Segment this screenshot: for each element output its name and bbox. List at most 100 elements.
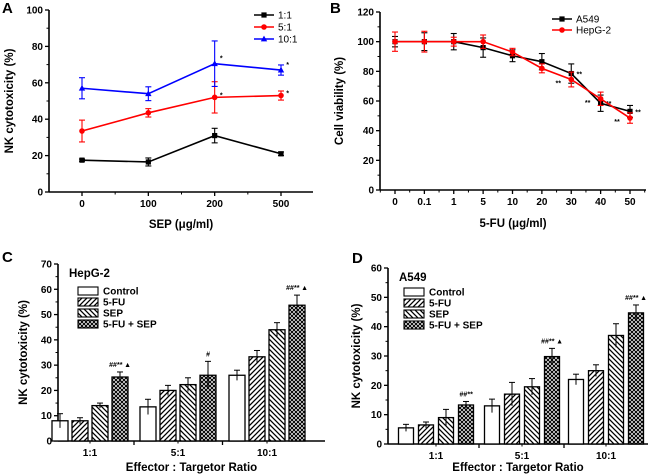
- x-tick-label: 500: [273, 199, 290, 210]
- y-axis-title: NK cytotoxicity (%): [351, 303, 363, 408]
- legend: 1:15:110:1: [254, 11, 298, 46]
- y-tick-label: 10: [371, 410, 383, 421]
- y-tick-label: 0: [376, 440, 382, 451]
- y-tick-label: 20: [41, 386, 53, 397]
- bar: [543, 355, 561, 445]
- x-axis-title: Effector : Targetor Ratio: [452, 462, 583, 474]
- legend-marker: [261, 24, 267, 30]
- legend-label: 5-FU + SEP: [103, 320, 157, 331]
- x-tick-label: 200: [206, 199, 223, 210]
- legend-label: 5:1: [278, 23, 292, 34]
- x-tick-label: 50: [624, 197, 636, 208]
- y-tick-label: 10: [41, 411, 53, 422]
- legend-label: SEP: [103, 309, 123, 320]
- y-axis-title: NK cytotoxicity (%): [18, 300, 30, 405]
- data-point: [211, 94, 218, 101]
- x-tick-label: 5: [480, 197, 486, 208]
- y-tick-label: 60: [32, 78, 44, 89]
- series-line: [81, 62, 282, 95]
- panel-letter-d: D: [352, 250, 363, 267]
- data-point: [509, 49, 516, 55]
- y-tick-label: 80: [32, 42, 44, 53]
- legend-label: HepG-2: [576, 26, 611, 37]
- x-tick-label: 10:1: [257, 448, 277, 459]
- significance-label: **: [576, 72, 582, 79]
- x-tick-label: 0: [79, 199, 85, 210]
- panel-d: 0 10 20 30 40 50 60 NK cytotoxicity (%) Effector…: [351, 264, 648, 474]
- data-point: [539, 65, 545, 72]
- significance-label: **: [614, 119, 620, 126]
- legend-label: A549: [576, 15, 600, 26]
- series-hepg-2: ** ** **: [392, 30, 633, 126]
- legend-swatch: [403, 298, 425, 308]
- cell-line-title: A549: [399, 272, 427, 284]
- y-tick-label: 20: [371, 381, 383, 392]
- data-point: [480, 38, 486, 45]
- y-tick-label: 70: [41, 260, 53, 271]
- y-tick-label: 40: [32, 115, 44, 126]
- legend-label: 5-FU: [429, 299, 451, 310]
- bar: [288, 304, 306, 442]
- x-axis-title: SEP (μg/ml): [149, 219, 214, 231]
- series-a549: ** ** **: [392, 32, 641, 118]
- data-point: [392, 38, 398, 45]
- bar: [228, 374, 246, 442]
- data-point: [277, 66, 285, 73]
- panel-letter-c: C: [2, 249, 13, 266]
- data-point: [145, 110, 152, 116]
- legend-swatch: [403, 309, 425, 319]
- data-point: [145, 90, 152, 97]
- data-point: [627, 115, 633, 121]
- y-tick-label: 80: [363, 67, 375, 78]
- significance-label: *: [286, 62, 289, 69]
- significance-label: *: [220, 56, 223, 63]
- bar: [627, 312, 645, 445]
- x-axis-title: 5-FU (μg/ml): [479, 218, 546, 230]
- panel-c: 0 10 20 30 40 50 60 70 NK cytotoxicity (%) Effect…: [18, 260, 325, 474]
- x-tick-label: 30: [566, 197, 578, 208]
- y-tick-label: 120: [357, 8, 374, 19]
- y-tick-label: 100: [357, 37, 374, 48]
- y-axis-title: NK cytotoxicity (%): [4, 48, 16, 153]
- significance-label: ##** ▲: [625, 295, 647, 302]
- y-tick-label: 0: [46, 437, 52, 448]
- series-line: [81, 94, 282, 132]
- y-tick-label: 40: [41, 335, 53, 346]
- y-tick-label: 20: [32, 151, 44, 162]
- y-tick-label: 30: [371, 352, 383, 363]
- cell-line-title: HepG-2: [69, 268, 110, 280]
- y-tick-label: 50: [41, 310, 53, 321]
- legend-swatch: [77, 297, 99, 307]
- x-tick-label: 1:1: [429, 451, 444, 462]
- legend-marker: [559, 16, 565, 22]
- panel-letter-a: A: [2, 0, 13, 17]
- legend-swatch: [77, 319, 99, 329]
- legend-marker: [260, 35, 268, 42]
- data-point: [450, 38, 457, 45]
- legend-label: SEP: [429, 310, 449, 321]
- y-tick-label: 100: [26, 6, 43, 17]
- y-tick-label: 60: [371, 264, 383, 275]
- series-5-fu-sep: ##** ▲ # ##** ▲: [109, 285, 308, 442]
- series-5-1: * *: [79, 81, 289, 143]
- significance-label: ##**: [459, 391, 473, 398]
- series-5-fu-sep: ##** ##** ▲ ##** ▲: [457, 295, 647, 445]
- legend-swatch: [403, 287, 425, 297]
- data-point: [278, 151, 284, 157]
- y-tick-label: 50: [371, 293, 383, 304]
- x-axis-title: Effector : Targetor Ratio: [126, 462, 257, 474]
- y-tick-label: 40: [363, 126, 375, 137]
- legend-label: Control: [103, 287, 139, 298]
- x-tick-label: 40: [595, 197, 607, 208]
- significance-label: *: [220, 92, 223, 99]
- x-tick-label: 5:1: [515, 451, 530, 462]
- x-tick-label: 10: [507, 197, 519, 208]
- panel-a: 0 20 40 60 80 100 NK cytotoxicity (%) SEP (μg/m…: [4, 6, 313, 231]
- x-tick-label: 1: [451, 197, 457, 208]
- legend-swatch: [403, 320, 425, 330]
- bar: [159, 389, 177, 442]
